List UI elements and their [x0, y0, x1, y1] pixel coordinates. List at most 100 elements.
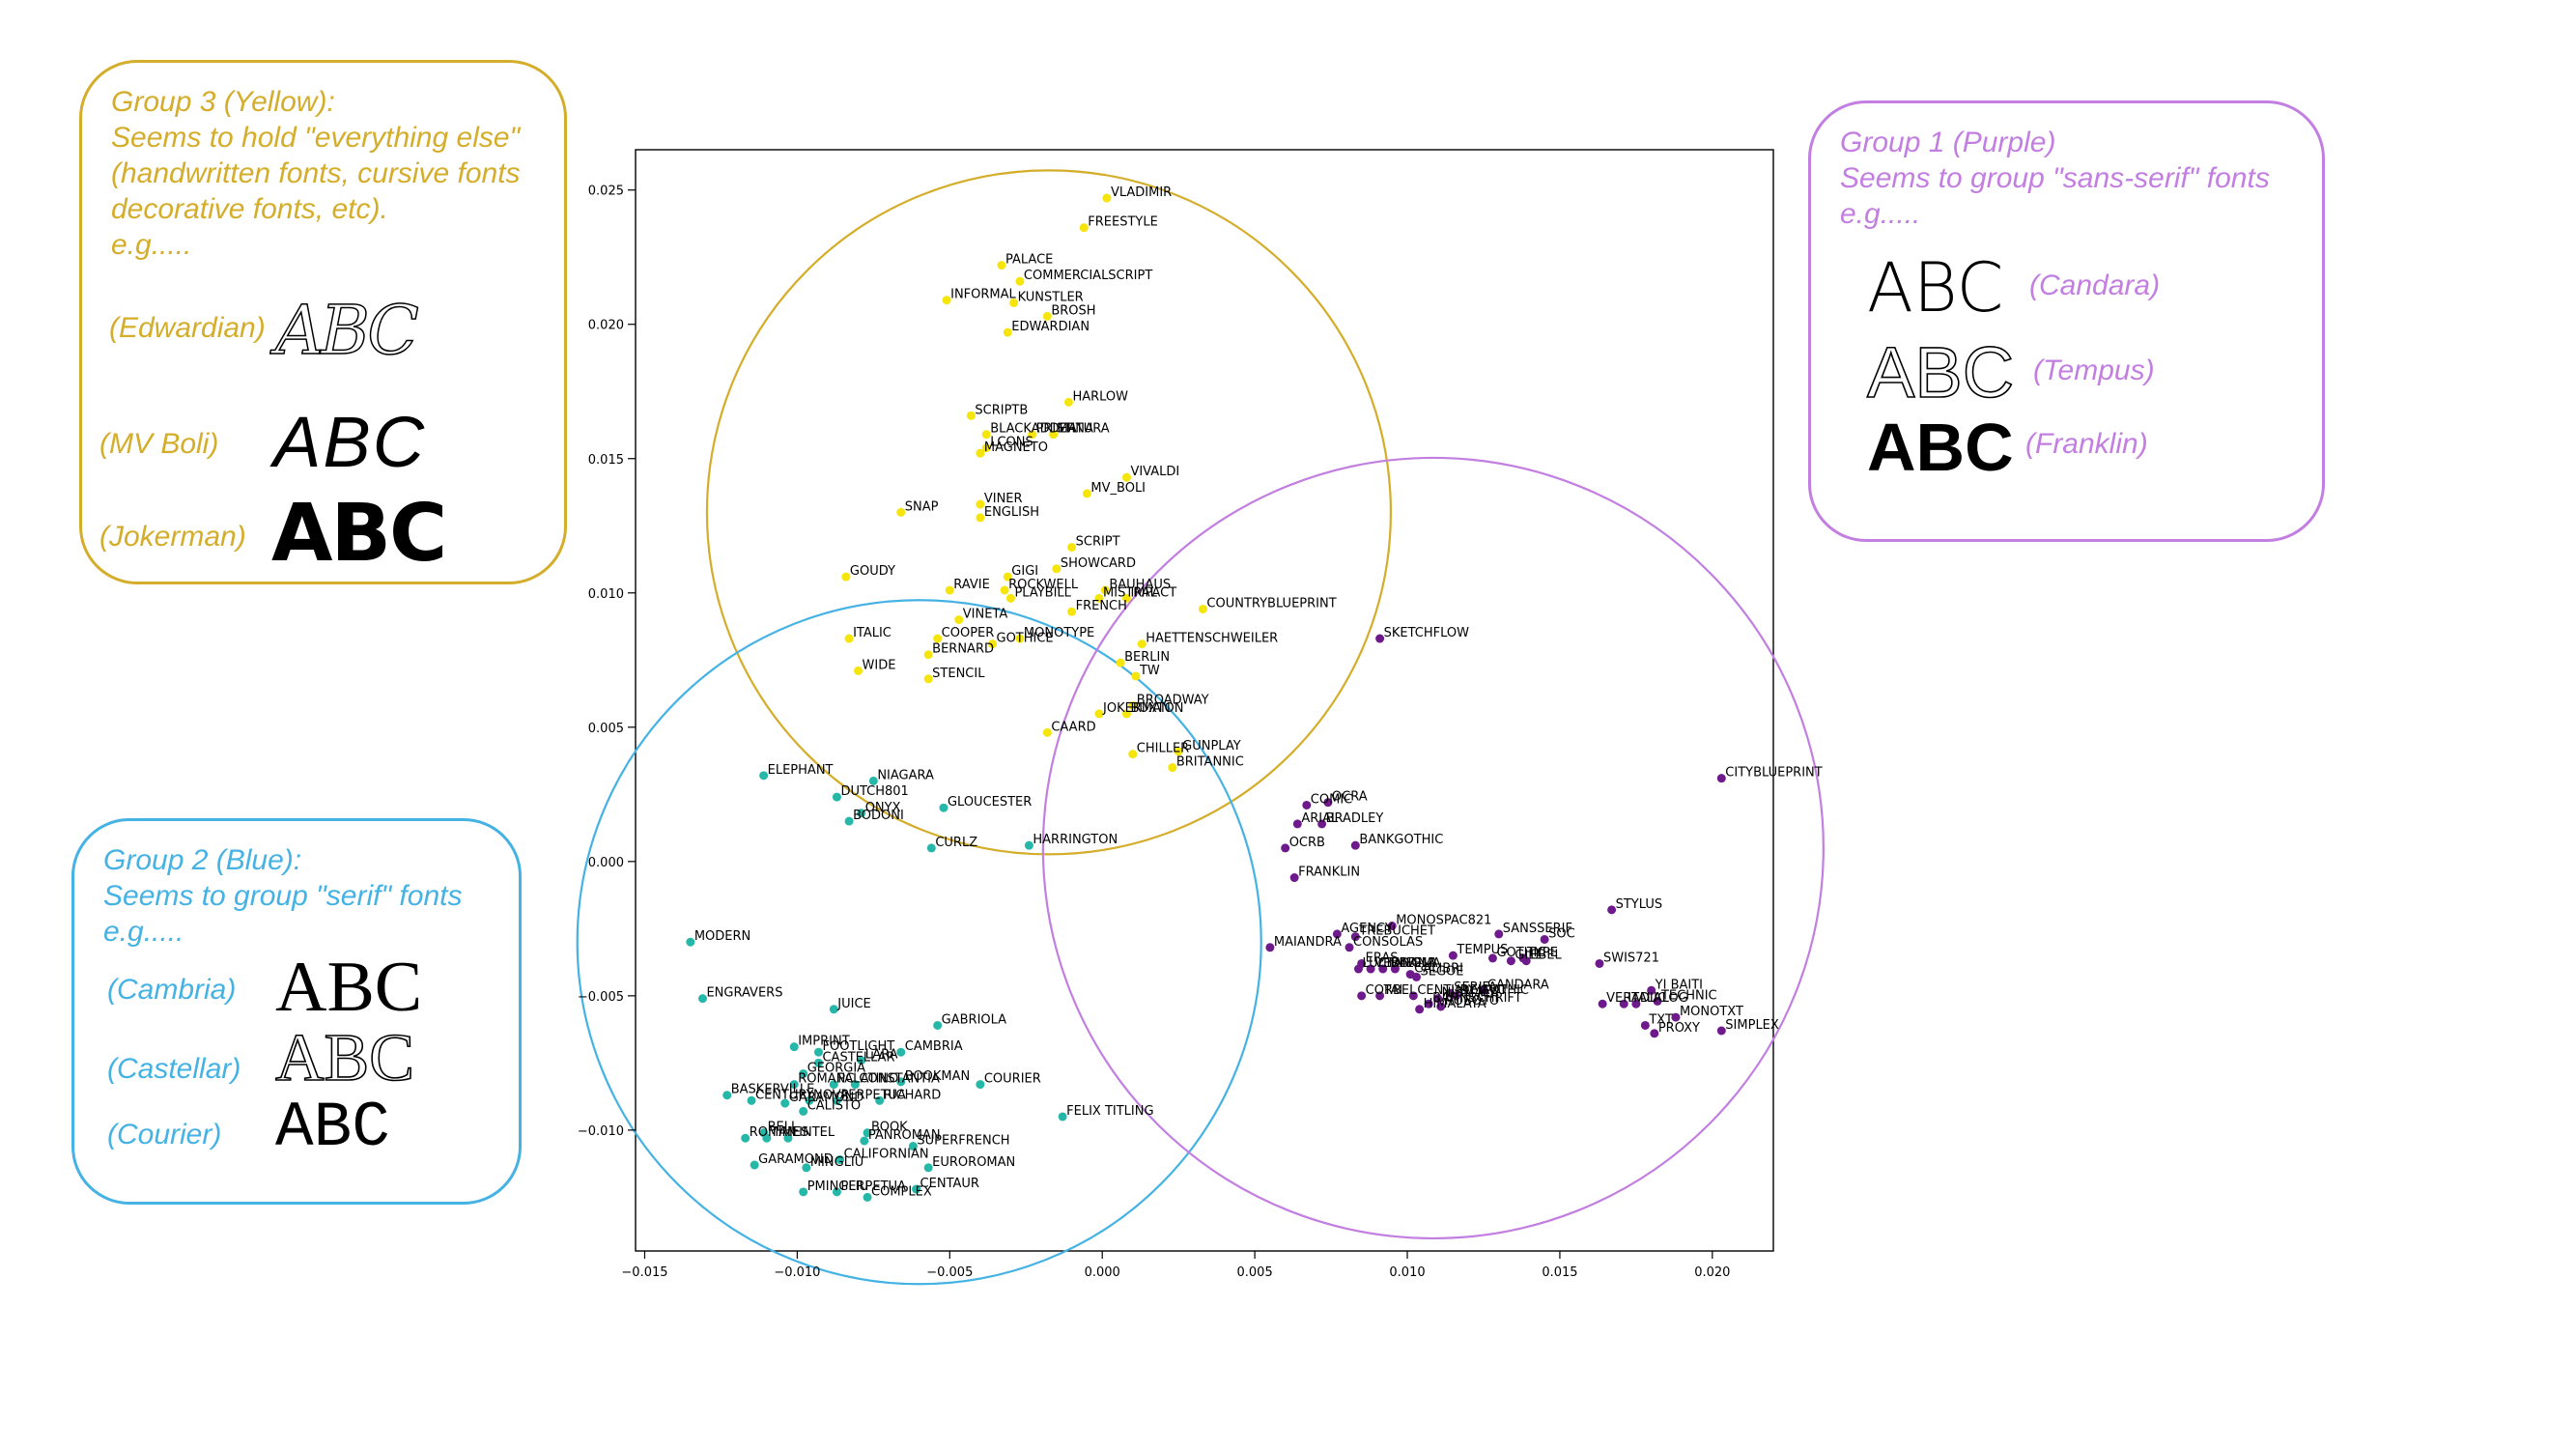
point-bernard — [923, 650, 933, 660]
point-label-times: TIMES — [770, 1125, 808, 1140]
point-roboto — [1436, 1002, 1446, 1011]
point-gloucester — [939, 803, 948, 812]
point-label-romanc: ROMANC — [798, 1072, 854, 1087]
group-circle-3 — [1041, 456, 1825, 1240]
point-lara — [857, 1056, 866, 1065]
point-label-perpetua: PERPETUA — [840, 1179, 906, 1194]
y-tick-label: 0.000 — [588, 856, 624, 870]
point-label-lucida: LUCIDA — [1362, 956, 1408, 971]
point-constantia — [850, 1080, 860, 1090]
point-technic — [1653, 996, 1662, 1006]
y-tick-label: 0.015 — [588, 453, 624, 468]
point-trebuchet — [1350, 932, 1360, 942]
point-kunstler — [1009, 298, 1019, 307]
point-gunplay — [1174, 747, 1183, 756]
point-label-himalaya: HIMALAYA — [1424, 997, 1486, 1011]
point-lucida — [1353, 964, 1363, 974]
point-label-type: TYPE — [1526, 946, 1558, 960]
point-maiandra — [1265, 943, 1275, 952]
candara-label: (Candara) — [2029, 270, 2161, 301]
point-times — [762, 1133, 772, 1143]
point-gigi — [1003, 572, 1012, 582]
point-snap — [896, 507, 906, 517]
point-label-freestyle: FREESTYLE — [1088, 215, 1158, 230]
point-label-palatino: PALATINO — [837, 1072, 898, 1087]
point-label-swis721: SWIS721 — [1603, 951, 1659, 965]
point-label-eras: ERAS — [1366, 951, 1399, 965]
point-label-bernard: BERNARD — [932, 642, 994, 657]
point-garamond — [750, 1160, 759, 1170]
courier-label: (Courier) — [107, 1119, 222, 1151]
point-label-mv-boli: MV_BOLI — [1090, 481, 1146, 496]
point-label-vera: VERA — [1606, 991, 1640, 1006]
point-label-vladimir: VLADIMIR — [1111, 185, 1172, 200]
point-label-ocra: OCRA — [1332, 790, 1368, 805]
point-panroman — [860, 1136, 869, 1146]
point-tempus — [1448, 951, 1458, 960]
point-bauhaus — [1100, 585, 1110, 595]
point-edwardian — [1003, 327, 1012, 337]
point-txt — [1640, 1020, 1650, 1030]
point-garamond — [780, 1098, 790, 1108]
x-tick-label: 0.000 — [1085, 1265, 1120, 1280]
point-monospac821 — [1387, 922, 1397, 931]
point-label-wide: WIDE — [863, 658, 896, 672]
point-label-stylus: STYLUS — [1616, 897, 1663, 912]
point-felix-titling — [1058, 1112, 1067, 1122]
point-magneto — [976, 448, 985, 458]
point-vera — [1598, 999, 1607, 1009]
group2-title: Group 2 (Blue): — [103, 844, 302, 876]
tempus-label: (Tempus) — [2033, 355, 2155, 386]
x-tick-label: 0.020 — [1694, 1265, 1730, 1280]
point-wide — [854, 666, 863, 675]
point-himalaya — [1415, 1005, 1425, 1014]
point-arial — [1292, 819, 1302, 829]
point-label-italic: ITALIC — [853, 626, 892, 640]
point-vladimir — [1102, 193, 1112, 203]
point-label-matura: MATURA — [1058, 422, 1110, 437]
point-gabriola — [933, 1020, 943, 1030]
point-label-showcard: SHOWCARD — [1061, 556, 1136, 571]
point-label-commercialscript: COMMERCIALSCRIPT — [1024, 269, 1152, 283]
point-label-century-gothic: CENTURY GOTHIC — [1417, 983, 1529, 998]
point-label-ravie: RAVIE — [953, 578, 990, 592]
point-niagara — [868, 776, 878, 785]
point-palatino — [829, 1080, 838, 1090]
group2-blue-note: Group 2 (Blue): Seems to group "serif" f… — [71, 818, 522, 1205]
edwardian-label: (Edwardian) — [109, 312, 266, 344]
point-castellar — [813, 1058, 823, 1067]
point-label-bell: BELL — [768, 1121, 799, 1135]
point-blackadder — [981, 430, 991, 440]
point-label-monospac821: MONOSPAC821 — [1396, 914, 1491, 928]
point-label-leela: LEELA — [1399, 956, 1437, 971]
group-circle-1 — [705, 169, 1393, 856]
point-buxton — [1121, 709, 1131, 719]
point-georgia — [799, 1068, 808, 1078]
point-label-mistral: MISTRAL — [1103, 585, 1158, 600]
point-label-scriptb: SCRIPTB — [975, 403, 1028, 417]
point-label-caard: CAARD — [1051, 720, 1095, 734]
point-label-dutch801: DUTCH801 — [840, 784, 908, 799]
point-curlz — [926, 843, 936, 853]
point-verdana — [1366, 964, 1375, 974]
group3-line-2: (handwritten fonts, cursive fonts — [111, 157, 521, 189]
point-courier — [976, 1080, 985, 1090]
point-label-edwardian: EDWARDIAN — [1011, 320, 1090, 334]
point-gill — [1506, 956, 1515, 966]
point-label-bankgothic: BANKGOTHIC — [1359, 833, 1443, 847]
point-label-superfrench: SUPERFRENCH — [917, 1134, 1009, 1149]
point-label-french: FRENCH — [1076, 599, 1127, 613]
point-label-modern: MODERN — [694, 929, 750, 944]
point-goudy — [841, 572, 851, 582]
group3-title: Group 3 (Yellow): — [111, 86, 335, 118]
point-calisto — [799, 1106, 808, 1116]
point-juice — [829, 1005, 838, 1014]
point-soc — [1540, 934, 1549, 944]
point-label-dejavu: DEJAVU — [1460, 983, 1507, 998]
point-perpetua — [832, 1187, 841, 1197]
point-cooper — [933, 634, 943, 643]
point-proxy — [1650, 1029, 1659, 1038]
point-lintel — [783, 1133, 793, 1143]
point-label-britannic: BRITANNIC — [1176, 755, 1244, 770]
point-label-rockwell: ROCKWELL — [1008, 578, 1079, 592]
